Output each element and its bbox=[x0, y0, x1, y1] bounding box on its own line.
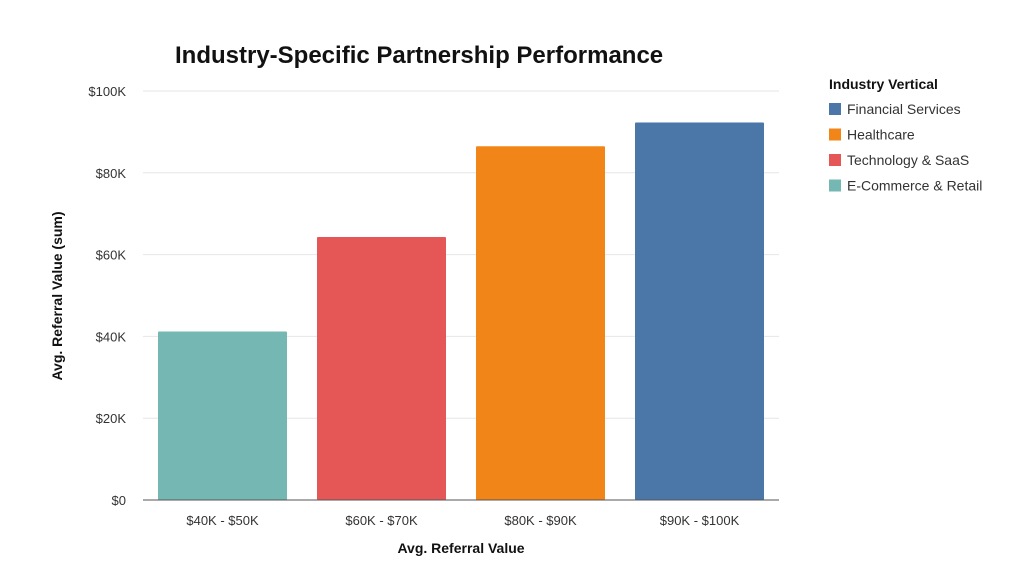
legend-label: Technology & SaaS bbox=[847, 152, 969, 168]
y-tick-label: $20K bbox=[96, 411, 127, 426]
bar bbox=[158, 331, 287, 500]
y-axis-title: Avg. Referral Value (sum) bbox=[49, 211, 65, 380]
legend-swatch bbox=[829, 154, 841, 166]
legend: Industry Vertical Financial Services Heal… bbox=[829, 76, 982, 194]
y-tick-label: $40K bbox=[96, 329, 127, 344]
x-tick-label: $90K - $100K bbox=[660, 513, 740, 528]
y-tick-label: $0 bbox=[112, 493, 126, 508]
x-tick-label: $60K - $70K bbox=[345, 513, 418, 528]
x-tick-label: $40K - $50K bbox=[186, 513, 259, 528]
y-tick-label: $100K bbox=[88, 84, 126, 99]
bar bbox=[635, 122, 764, 501]
y-tick-label: $80K bbox=[96, 166, 127, 181]
legend-swatch bbox=[829, 179, 841, 192]
legend-swatch bbox=[829, 103, 841, 115]
bar bbox=[476, 146, 605, 500]
legend-title: Industry Vertical bbox=[829, 76, 938, 92]
bar bbox=[317, 237, 446, 500]
legend-label: E-Commerce & Retail bbox=[847, 178, 982, 194]
legend-swatch bbox=[829, 128, 841, 141]
x-axis-ticks: $40K - $50K $60K - $70K $80K - $90K $90K - … bbox=[186, 513, 739, 528]
x-tick-label: $80K - $90K bbox=[504, 513, 577, 528]
legend-label: Healthcare bbox=[847, 127, 915, 143]
x-axis-title: Avg. Referral Value bbox=[397, 540, 524, 556]
chart-title: Industry-Specific Partnership Performanc… bbox=[175, 42, 663, 69]
legend-label: Financial Services bbox=[847, 101, 961, 117]
y-tick-label: $60K bbox=[96, 248, 127, 263]
bars bbox=[158, 122, 764, 501]
y-axis-ticks: $0 $20K $40K $60K $80K $100K bbox=[88, 84, 126, 508]
